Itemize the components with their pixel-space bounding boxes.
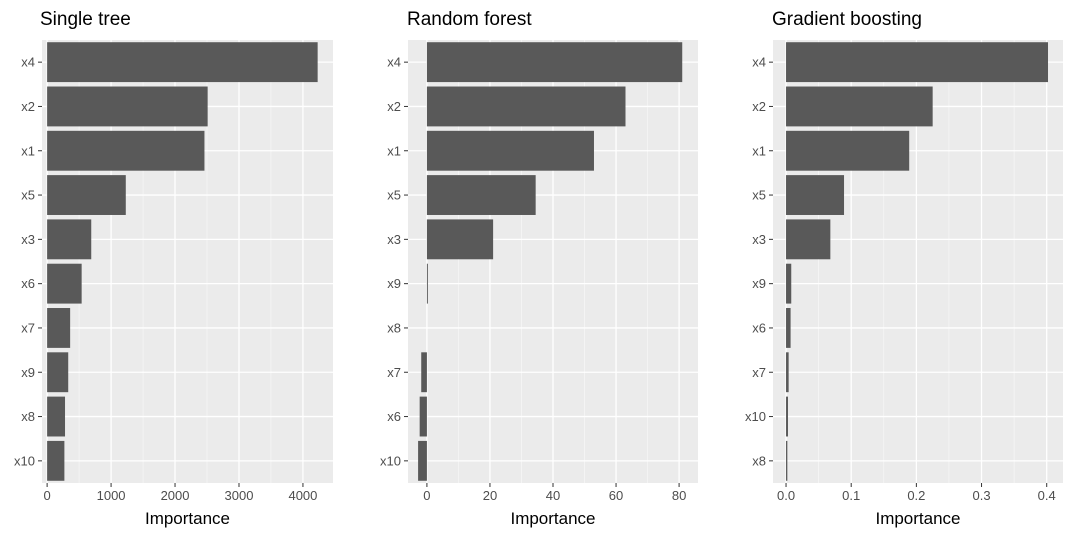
bar-x7 xyxy=(421,352,427,393)
x-tick-label: 3000 xyxy=(225,488,254,503)
panel-title: Random forest xyxy=(407,9,532,30)
bar-x1 xyxy=(426,130,594,171)
bar-x8 xyxy=(47,396,66,437)
bar-x7 xyxy=(47,308,71,348)
y-tick-label: x5 xyxy=(752,188,766,203)
y-tick-label: x5 xyxy=(21,188,35,203)
bar-x6 xyxy=(786,308,791,348)
bar-x1 xyxy=(786,130,910,171)
bar-x1 xyxy=(47,130,205,171)
x-tick-label: 0.4 xyxy=(1038,488,1056,503)
y-tick-label: x10 xyxy=(380,453,401,468)
y-tick-label: x2 xyxy=(387,99,401,114)
bar-x6 xyxy=(47,263,82,304)
bar-x9 xyxy=(426,263,428,304)
y-tick-label: x4 xyxy=(21,55,35,70)
y-tick-label: x8 xyxy=(21,409,35,424)
x-tick-label: 0.0 xyxy=(777,488,795,503)
bar-x3 xyxy=(47,219,92,260)
bar-x8 xyxy=(786,440,788,481)
bar-x10 xyxy=(786,396,788,437)
x-axis-title: Importance xyxy=(875,509,960,528)
chart-panel-2: x4 x2 x1 x5 x3 x9 x8 x7 x6 x10 0 20 40 60 80 Random for… xyxy=(380,9,698,528)
bar-x2 xyxy=(786,86,933,127)
x-axis-title: Importance xyxy=(145,509,230,528)
bar-x9 xyxy=(47,352,69,393)
bar-x10 xyxy=(47,440,65,481)
y-tick-label: x9 xyxy=(21,365,35,380)
y-tick-label: x9 xyxy=(387,276,401,291)
x-tick-label: 4000 xyxy=(288,488,317,503)
x-tick-label: 20 xyxy=(483,488,497,503)
bar-x10 xyxy=(418,440,427,481)
bar-x2 xyxy=(47,86,208,127)
x-tick-label: 0 xyxy=(423,488,430,503)
bar-x5 xyxy=(786,175,845,215)
y-tick-label: x2 xyxy=(21,99,35,114)
bar-x4 xyxy=(426,42,683,83)
y-tick-label: x10 xyxy=(745,409,766,424)
y-tick-label: x7 xyxy=(752,365,766,380)
chart-panel-3: x4 x2 x1 x5 x3 x9 x6 x7 x10 x8 0.0 0.1 0.2 0.3 0.4 Grad… xyxy=(745,9,1063,528)
y-tick-label: x2 xyxy=(752,99,766,114)
bar-x6 xyxy=(419,396,427,437)
y-tick-label: x1 xyxy=(21,143,35,158)
y-tick-label: x1 xyxy=(752,143,766,158)
panel-title: Gradient boosting xyxy=(772,9,922,30)
x-tick-label: 0 xyxy=(43,488,50,503)
y-tick-label: x4 xyxy=(387,55,401,70)
x-tick-label: 1000 xyxy=(97,488,126,503)
x-tick-label: 80 xyxy=(672,488,686,503)
panel-title: Single tree xyxy=(40,9,131,30)
x-tick-label: 40 xyxy=(546,488,560,503)
bar-x4 xyxy=(47,42,318,83)
bar-x3 xyxy=(786,219,831,260)
y-tick-label: x3 xyxy=(387,232,401,247)
y-tick-label: x7 xyxy=(21,320,35,335)
y-tick-label: x1 xyxy=(387,143,401,158)
y-tick-label: x5 xyxy=(387,188,401,203)
y-tick-label: x4 xyxy=(752,55,766,70)
bar-x5 xyxy=(47,175,126,215)
bar-x9 xyxy=(786,263,792,304)
y-tick-label: x8 xyxy=(752,453,766,468)
x-tick-label: 0.3 xyxy=(973,488,991,503)
bar-x3 xyxy=(426,219,494,260)
y-tick-label: x7 xyxy=(387,365,401,380)
y-tick-label: x9 xyxy=(752,276,766,291)
bar-x2 xyxy=(426,86,626,127)
x-tick-label: 60 xyxy=(609,488,623,503)
y-tick-label: x10 xyxy=(14,453,35,468)
y-tick-label: x6 xyxy=(752,320,766,335)
y-tick-label: x6 xyxy=(21,276,35,291)
x-axis-title: Importance xyxy=(510,509,595,528)
bar-x5 xyxy=(426,175,536,215)
y-tick-label: x3 xyxy=(752,232,766,247)
bar-x7 xyxy=(786,352,789,393)
bar-x4 xyxy=(786,42,1049,83)
x-tick-label: 2000 xyxy=(161,488,190,503)
y-tick-label: x8 xyxy=(387,320,401,335)
x-tick-label: 0.1 xyxy=(842,488,860,503)
y-tick-label: x6 xyxy=(387,409,401,424)
chart-panel-1: x4 x2 x1 x5 x3 x6 x7 x9 x8 x10 0 1000 2000 3000 4000 Si… xyxy=(14,9,333,528)
x-tick-label: 0.2 xyxy=(907,488,925,503)
y-tick-label: x3 xyxy=(21,232,35,247)
